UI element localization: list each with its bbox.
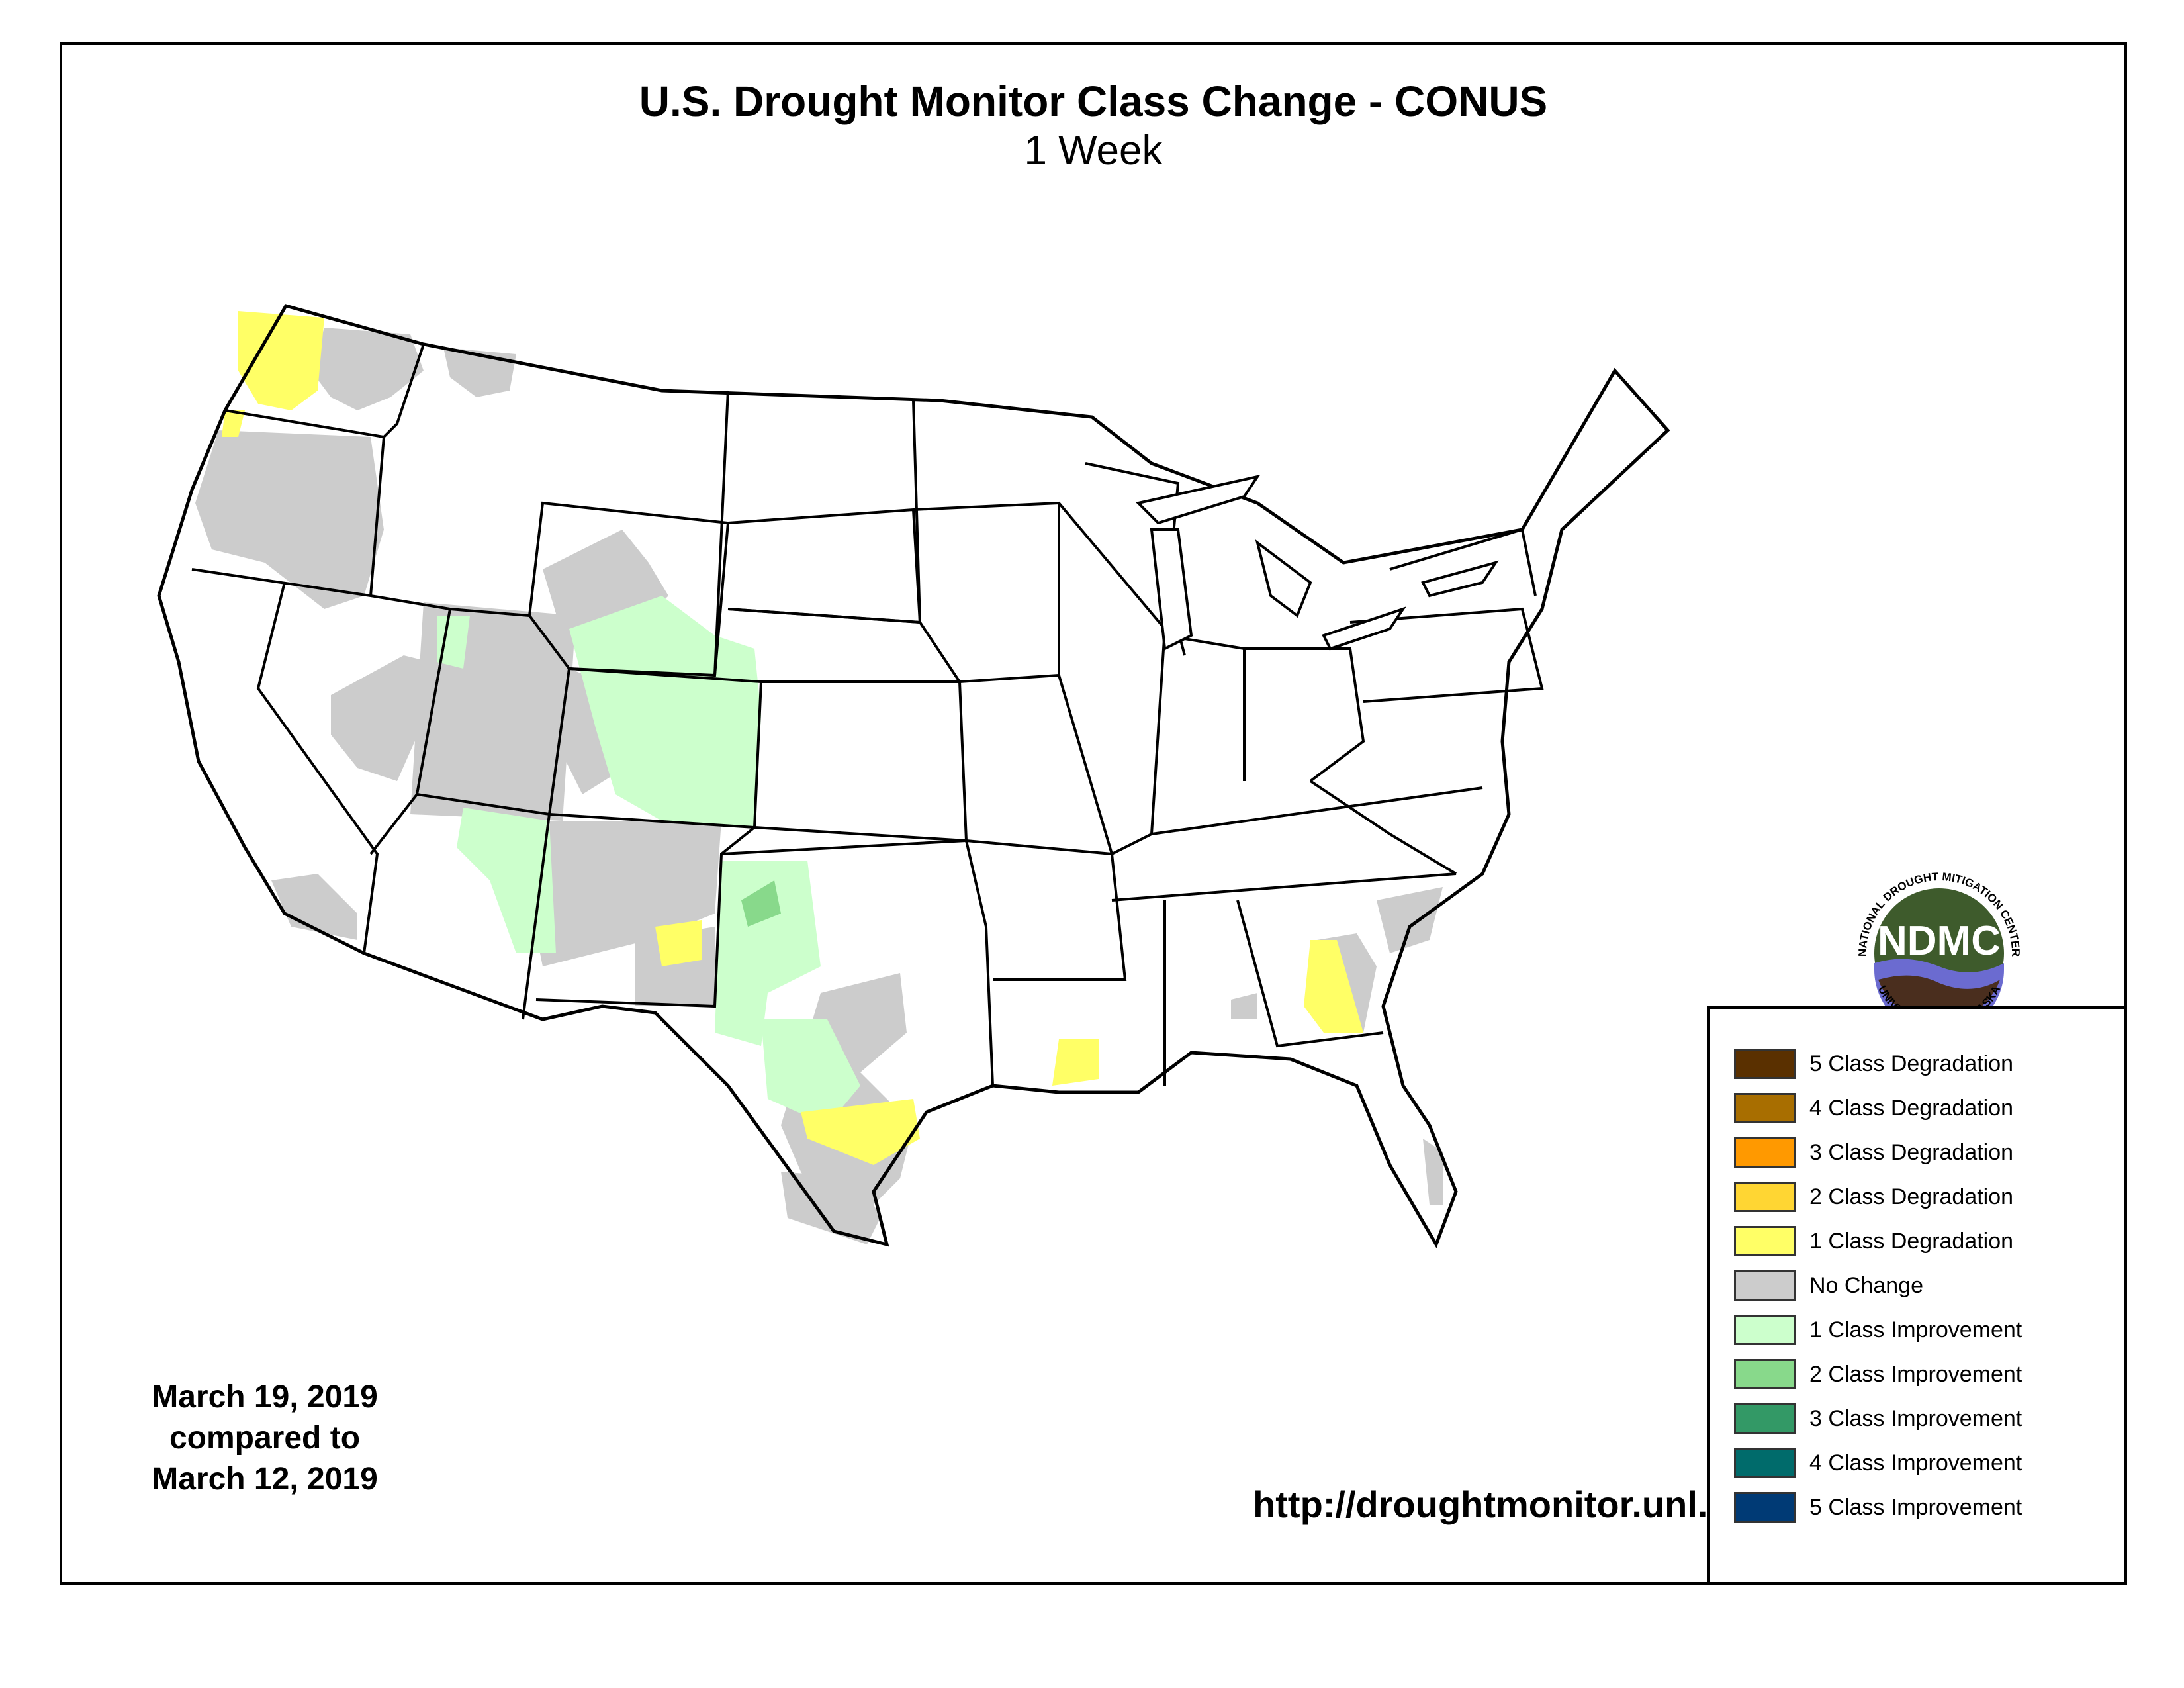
legend-swatch <box>1734 1182 1796 1212</box>
region-no-change-florida <box>1423 1139 1443 1205</box>
region-1-class-improvement-colorado <box>569 596 761 827</box>
region-1-class-degradation-nm <box>655 920 702 966</box>
legend-item: No Change <box>1734 1270 2118 1306</box>
legend-label: 4 Class Improvement <box>1809 1450 2023 1476</box>
legend-swatch <box>1734 1093 1796 1123</box>
legend-label: 4 Class Degradation <box>1809 1096 2014 1121</box>
legend-item: 3 Class Improvement <box>1734 1403 2118 1439</box>
legend-swatch <box>1734 1226 1796 1256</box>
region-1-class-degradation-georgia <box>1304 940 1363 1033</box>
legend-swatch <box>1734 1049 1796 1079</box>
region-2-class-improvement-texas <box>741 880 781 927</box>
map-title: U.S. Drought Monitor Class Change - CONU… <box>639 77 1548 125</box>
state-boundaries <box>191 344 1544 1086</box>
legend-item: 4 Class Improvement <box>1734 1448 2118 1483</box>
region-1-class-improvement-arizona <box>457 808 556 953</box>
legend-label: No Change <box>1809 1273 1924 1298</box>
region-no-change-carolina <box>1377 887 1443 953</box>
legend-item: 5 Class Degradation <box>1734 1049 2118 1084</box>
change-regions <box>195 311 1443 1244</box>
legend-item: 1 Class Improvement <box>1734 1315 2118 1350</box>
legend-swatch <box>1734 1359 1796 1389</box>
legend-label: 3 Class Degradation <box>1809 1140 2014 1165</box>
legend-label: 1 Class Improvement <box>1809 1317 2023 1342</box>
legend-label: 5 Class Degradation <box>1809 1051 2014 1076</box>
ndmc-logo: NDMC NATIONAL DROUGHT MITIGATION CENTER … <box>1847 861 2031 1045</box>
legend-item: 2 Class Degradation <box>1734 1182 2118 1217</box>
legend-swatch <box>1734 1448 1796 1478</box>
legend-swatch <box>1734 1315 1796 1345</box>
region-1-class-improvement-texas-central <box>761 1019 860 1125</box>
conus-outline <box>157 304 1670 1248</box>
region-no-change-northwest <box>311 328 424 410</box>
legend-item: 1 Class Degradation <box>1734 1226 2118 1262</box>
previous-date: March 12, 2019 <box>152 1462 378 1497</box>
map-frame: U.S. Drought Monitor Class Change - CONU… <box>60 42 2127 1585</box>
legend-label: 2 Class Degradation <box>1809 1184 2014 1209</box>
legend-item: 2 Class Improvement <box>1734 1359 2118 1395</box>
legend: 5 Class Degradation 4 Class Degradation … <box>1707 1006 2127 1585</box>
great-lakes <box>1136 474 1499 651</box>
legend-item: 4 Class Degradation <box>1734 1093 2118 1129</box>
region-1-class-degradation-washington <box>238 311 324 410</box>
map-subtitle: 1 Week <box>1024 128 1163 173</box>
date-comparison: March 19, 2019 compared to March 12, 201… <box>99 1377 430 1500</box>
region-no-change-utah <box>410 602 576 821</box>
compared-to-label: compared to <box>169 1421 361 1456</box>
logo-acronym: NDMC <box>1878 918 2001 964</box>
region-no-change-alabama <box>1231 993 1257 1019</box>
region-1-class-degradation-louisiana <box>1052 1039 1099 1086</box>
region-no-change-nevada <box>331 655 430 781</box>
legend-swatch <box>1734 1492 1796 1523</box>
region-1-class-improvement-texas-panhandle <box>715 861 821 1046</box>
source-url[interactable]: http://droughtmonitor.unl.edu <box>1253 1483 1774 1525</box>
current-date: March 19, 2019 <box>152 1380 378 1415</box>
legend-label: 3 Class Improvement <box>1809 1406 2023 1431</box>
region-no-change-socal <box>271 874 357 940</box>
region-no-change-oregon <box>195 430 384 609</box>
legend-swatch <box>1734 1137 1796 1168</box>
region-1-class-improvement-utah <box>437 616 470 669</box>
region-1-class-degradation-oregon-coast <box>222 410 245 437</box>
legend-swatch <box>1734 1403 1796 1434</box>
legend-item: 5 Class Improvement <box>1734 1492 2118 1528</box>
legend-label: 2 Class Improvement <box>1809 1362 2023 1387</box>
legend-label: 1 Class Degradation <box>1809 1229 2014 1254</box>
legend-label: 5 Class Improvement <box>1809 1495 2023 1520</box>
region-1-class-degradation-texas <box>801 1099 920 1165</box>
legend-swatch <box>1734 1270 1796 1301</box>
legend-item: 3 Class Degradation <box>1734 1137 2118 1173</box>
